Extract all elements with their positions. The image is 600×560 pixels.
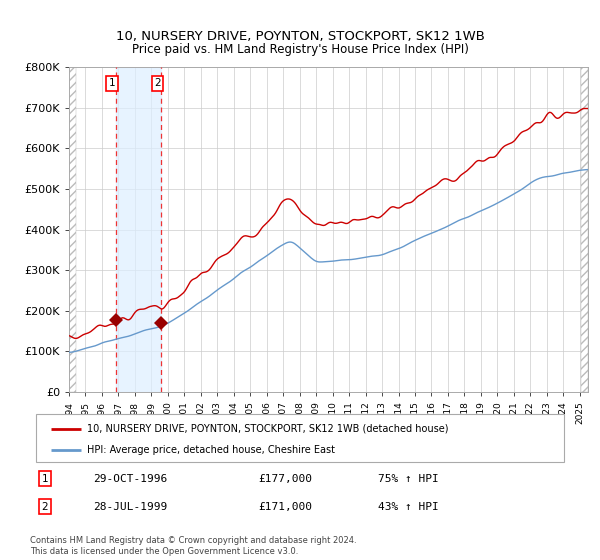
Text: 1: 1 [41, 474, 49, 484]
Text: 2: 2 [41, 502, 49, 512]
Bar [581, 67, 588, 392]
Text: 10, NURSERY DRIVE, POYNTON, STOCKPORT, SK12 1WB (detached house): 10, NURSERY DRIVE, POYNTON, STOCKPORT, S… [87, 424, 449, 433]
Text: 10, NURSERY DRIVE, POYNTON, STOCKPORT, SK12 1WB: 10, NURSERY DRIVE, POYNTON, STOCKPORT, S… [116, 30, 484, 43]
Text: 75% ↑ HPI: 75% ↑ HPI [378, 474, 439, 484]
Text: 2: 2 [154, 78, 161, 88]
Bar [69, 67, 76, 392]
Text: 28-JUL-1999: 28-JUL-1999 [93, 502, 167, 512]
Text: HPI: Average price, detached house, Cheshire East: HPI: Average price, detached house, Ches… [87, 445, 335, 455]
Text: £171,000: £171,000 [258, 502, 312, 512]
Text: 43% ↑ HPI: 43% ↑ HPI [378, 502, 439, 512]
Text: 1: 1 [109, 78, 116, 88]
Text: £177,000: £177,000 [258, 474, 312, 484]
Text: Contains HM Land Registry data © Crown copyright and database right 2024.
This d: Contains HM Land Registry data © Crown c… [30, 536, 356, 556]
Bar [116, 67, 161, 392]
Text: Price paid vs. HM Land Registry's House Price Index (HPI): Price paid vs. HM Land Registry's House … [131, 43, 469, 56]
Text: 29-OCT-1996: 29-OCT-1996 [93, 474, 167, 484]
